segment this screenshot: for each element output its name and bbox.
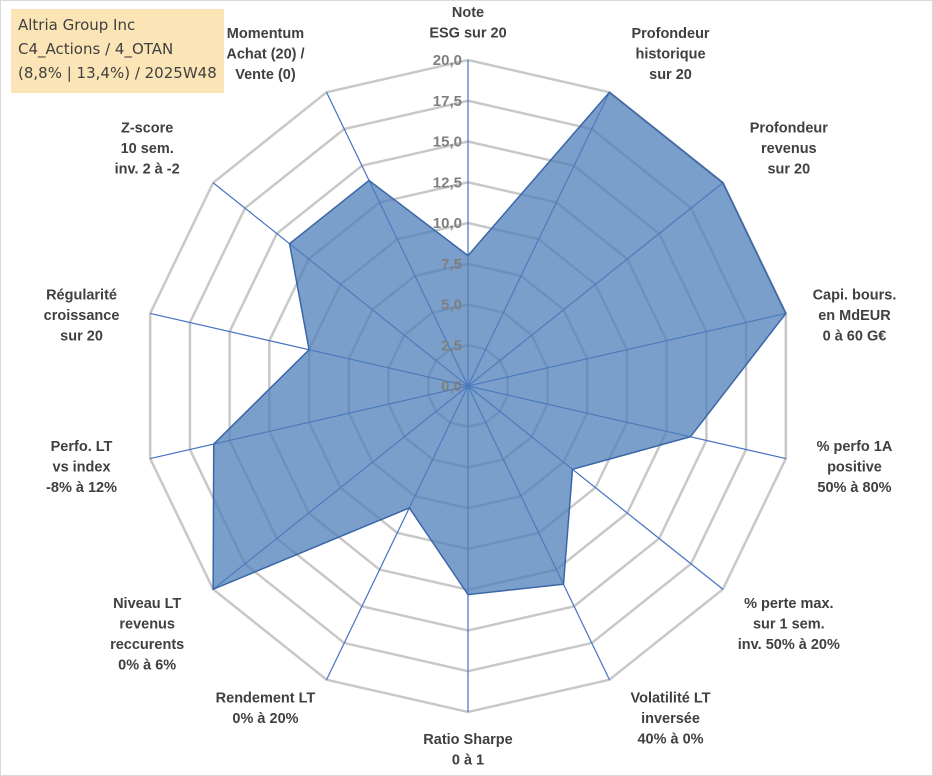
axis-label-line: Ratio Sharpe	[423, 732, 512, 748]
axis-label-line: 40% à 0%	[637, 731, 703, 747]
axis-label-line: Profondeur	[750, 121, 828, 137]
axis-label-line: Volatilité LT	[631, 690, 711, 706]
company-name: Altria Group Inc	[18, 16, 136, 34]
axis-label-11: Régularité croissance sur 20	[44, 288, 120, 345]
axis-label-line: Momentum	[227, 26, 304, 42]
axis-label-9: Niveau LT revenus reccurents 0% à 6%	[110, 596, 184, 674]
tick-label: 17,5	[433, 93, 462, 110]
tick-label: 2,5	[441, 337, 462, 354]
performance-period: (8,8% | 13,4%) / 2025W48	[18, 64, 217, 82]
axis-label-line: -8% à 12%	[46, 480, 117, 496]
axis-label-3: Capi. bours. en MdEUR 0 à 60 G€	[813, 288, 897, 345]
axis-label-6: Volatilité LT inversée 40% à 0%	[631, 690, 711, 747]
axis-label-5: % perte max. sur 1 sem. inv. 50% à 20%	[738, 596, 840, 653]
axis-label-line: sur 1 sem.	[753, 616, 825, 632]
axis-label-1: Profondeur historique sur 20	[631, 26, 709, 83]
tick-layer: 0,0 2,5 5,0 7,5 10,0 12,5 15,0 17,5 20,0	[433, 52, 462, 395]
axis-label-line: 0 à 60 G€	[823, 329, 887, 345]
axis-label-line: % perfo 1A	[817, 439, 893, 455]
axis-label-line: croissance	[44, 308, 120, 324]
axis-label-line: inversée	[641, 711, 700, 727]
axis-label-line: revenus	[119, 616, 175, 632]
axis-label-10: Perfo. LT vs index -8% à 12%	[46, 439, 117, 496]
axis-label-line: 0 à 1	[452, 753, 484, 769]
tick-label: 12,5	[433, 174, 462, 191]
axis-label-line: vs index	[53, 459, 111, 475]
tick-label: 7,5	[441, 256, 462, 273]
axis-label-line: revenus	[761, 141, 817, 157]
axis-label-13: Momentum Achat (20) / Vente (0)	[226, 26, 304, 83]
info-box: Altria Group Inc C4_Actions / 4_OTAN (8,…	[11, 9, 224, 93]
axis-label-line: Capi. bours.	[813, 288, 897, 304]
axis-label-7: Ratio Sharpe 0 à 1	[423, 732, 512, 769]
axis-label-line: ESG sur 20	[429, 26, 506, 42]
tick-label: 15,0	[433, 134, 462, 151]
axis-label-line: Vente (0)	[235, 67, 296, 83]
axis-label-line: Profondeur	[631, 26, 709, 42]
axis-label-line: 50% à 80%	[817, 480, 891, 496]
axis-label-line: 10 sem.	[121, 141, 174, 157]
axis-label-line: Régularité	[46, 288, 117, 304]
axis-label-12: Z-score 10 sem. inv. 2 à -2	[115, 121, 180, 178]
axis-label-line: Z-score	[121, 121, 173, 137]
axis-label-line: Rendement LT	[216, 690, 316, 706]
axis-label-line: inv. 50% à 20%	[738, 637, 840, 653]
axis-label-line: Note	[452, 5, 484, 21]
tick-label: 20,0	[433, 52, 462, 69]
axis-label-line: historique	[635, 47, 705, 63]
tick-label: 10,0	[433, 215, 462, 232]
tick-label: 0,0	[441, 378, 462, 395]
axis-label-2: Profondeur revenus sur 20	[750, 121, 828, 178]
axis-label-line: sur 20	[649, 67, 692, 83]
axis-label-line: % perte max.	[744, 596, 833, 612]
series-area	[212, 91, 787, 596]
axis-label-line: Perfo. LT	[51, 439, 113, 455]
axis-label-line: reccurents	[110, 637, 184, 653]
axis-label-line: sur 20	[60, 329, 103, 345]
category: C4_Actions / 4_OTAN	[18, 40, 174, 58]
axis-label-line: en MdEUR	[818, 308, 891, 324]
axis-label-0: Note ESG sur 20	[429, 5, 506, 42]
label-layer: Note ESG sur 20 Profondeur historique sur 20…	[44, 5, 897, 769]
axis-label-line: positive	[827, 459, 882, 475]
axis-label-line: 0% à 20%	[232, 711, 298, 727]
axis-label-line: inv. 2 à -2	[115, 162, 180, 178]
series-layer	[212, 91, 787, 596]
axis-label-8: Rendement LT 0% à 20%	[216, 690, 316, 727]
axis-label-line: Achat (20) /	[226, 47, 304, 63]
axis-label-line: Niveau LT	[113, 596, 181, 612]
axis-label-4: % perfo 1A positive 50% à 80%	[817, 439, 893, 496]
axis-label-line: 0% à 6%	[118, 657, 176, 673]
axis-label-line: sur 20	[767, 162, 810, 178]
tick-label: 5,0	[441, 297, 462, 314]
